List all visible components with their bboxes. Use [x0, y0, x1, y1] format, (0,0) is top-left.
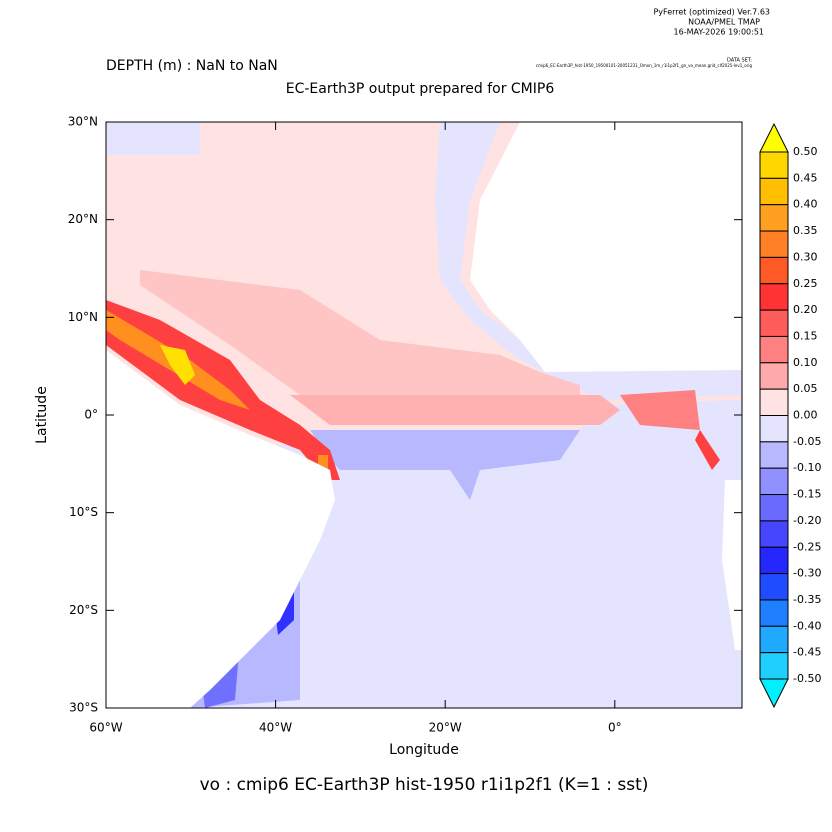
positive-hotspot — [160, 345, 195, 385]
colorbar-label: -0.35 — [793, 593, 821, 606]
colorbar-label: 0.30 — [793, 250, 818, 263]
colorbar-label: 0.35 — [793, 224, 818, 237]
colorbar-box — [759, 494, 789, 522]
colorbar-box — [759, 441, 789, 469]
colorbar-label: 0.15 — [793, 329, 818, 342]
colorbar-box — [759, 546, 789, 575]
colorbar-label: 0.10 — [793, 356, 818, 369]
date-label: 16-MAY-2026 19:00:51 — [674, 28, 764, 37]
colorbar-label: -0.15 — [793, 488, 821, 501]
colorbar-label: -0.30 — [793, 567, 821, 580]
land — [470, 122, 742, 372]
positive-patch — [620, 390, 700, 430]
colorbar: 0.50 0.45 0.40 0.35 0.30 0.25 0.20 0.15 0.10 0.05… — [759, 122, 821, 709]
colorbar-box — [759, 625, 789, 654]
y-tick-label: 10°S — [69, 505, 98, 519]
colorbar-label: -0.20 — [793, 514, 821, 527]
colorbar-label: 0.50 — [793, 145, 818, 158]
colorbar-box — [759, 309, 789, 337]
x-tick-label: 40°W — [259, 721, 292, 735]
colorbar-box — [759, 652, 789, 680]
subtitle: EC-Earth3P output prepared for CMIP6 — [286, 81, 555, 97]
colorbar-label: -0.25 — [793, 540, 821, 553]
x-tick-label: 20°W — [429, 721, 462, 735]
colorbar-label: 0.20 — [793, 303, 818, 316]
colorbar-box — [759, 230, 789, 258]
colorbar-label: -0.50 — [793, 672, 821, 685]
colorbar-box — [759, 177, 789, 206]
colorbar-over — [759, 122, 789, 153]
x-tick-label: 0° — [608, 721, 622, 735]
x-axis-label: Longitude — [389, 742, 459, 758]
y-tick-label: 10°N — [68, 310, 98, 324]
colorbar-box — [759, 599, 789, 627]
colorbar-box — [759, 151, 789, 179]
y-tick-label: 0° — [84, 408, 98, 422]
positive-hotspot — [695, 430, 720, 470]
colorbar-box — [759, 467, 789, 496]
negative-patch — [435, 122, 742, 400]
land — [722, 480, 742, 650]
colorbar-label: 0.05 — [793, 382, 818, 395]
colorbar-box — [759, 388, 789, 416]
colorbar-box — [759, 415, 789, 443]
colorbar-box — [759, 256, 789, 285]
colorbar-label: -0.45 — [793, 646, 821, 659]
variable-label: vo : cmip6 EC-Earth3P hist-1950 r1i1p2f1… — [200, 775, 649, 795]
depth-label: DEPTH (m) : NaN to NaN — [106, 58, 278, 74]
colorbar-label: -0.05 — [793, 435, 821, 448]
colorbar-label: -0.40 — [793, 619, 821, 632]
dataset-heading: DATA SET: — [727, 58, 752, 64]
colorbar-under — [759, 678, 789, 709]
colorbar-box — [759, 335, 789, 364]
colorbar-label: 0.40 — [793, 198, 818, 211]
dataset-name: cmip6_EC-Earth3P_hist-1950_19500101-2005… — [536, 63, 753, 68]
y-tick-label: 30°S — [69, 701, 98, 715]
colorbar-box — [759, 362, 789, 390]
negative-band — [310, 430, 580, 500]
land — [106, 350, 335, 708]
colorbar-label: -0.10 — [793, 461, 821, 474]
colorbar-box — [759, 520, 789, 548]
y-tick-label: 30°N — [68, 115, 98, 129]
colorbar-box — [759, 573, 789, 601]
software-label: PyFerret (optimized) Ver.7.63 — [653, 8, 770, 17]
colorbar-box — [759, 204, 789, 232]
positive-band — [290, 395, 620, 425]
colorbar-box — [759, 283, 789, 311]
y-tick-label: 20°N — [68, 212, 98, 226]
colorbar-label: 0.45 — [793, 171, 818, 184]
axes: 60°W 40°W 20°W 0° 30°N 20°N 10°N 0° 10°S 20°S 30°S — [68, 115, 742, 735]
y-axis-label: Latitude — [34, 386, 50, 444]
colorbar-label: 0.25 — [793, 277, 818, 290]
negative-patch — [106, 122, 200, 155]
colorbar-label: 0.00 — [793, 409, 818, 422]
field — [106, 122, 742, 708]
y-tick-label: 20°S — [69, 603, 98, 617]
institution-label: NOAA/PMEL TMAP — [688, 18, 760, 27]
x-tick-label: 60°W — [89, 721, 122, 735]
positive-band — [140, 270, 580, 400]
